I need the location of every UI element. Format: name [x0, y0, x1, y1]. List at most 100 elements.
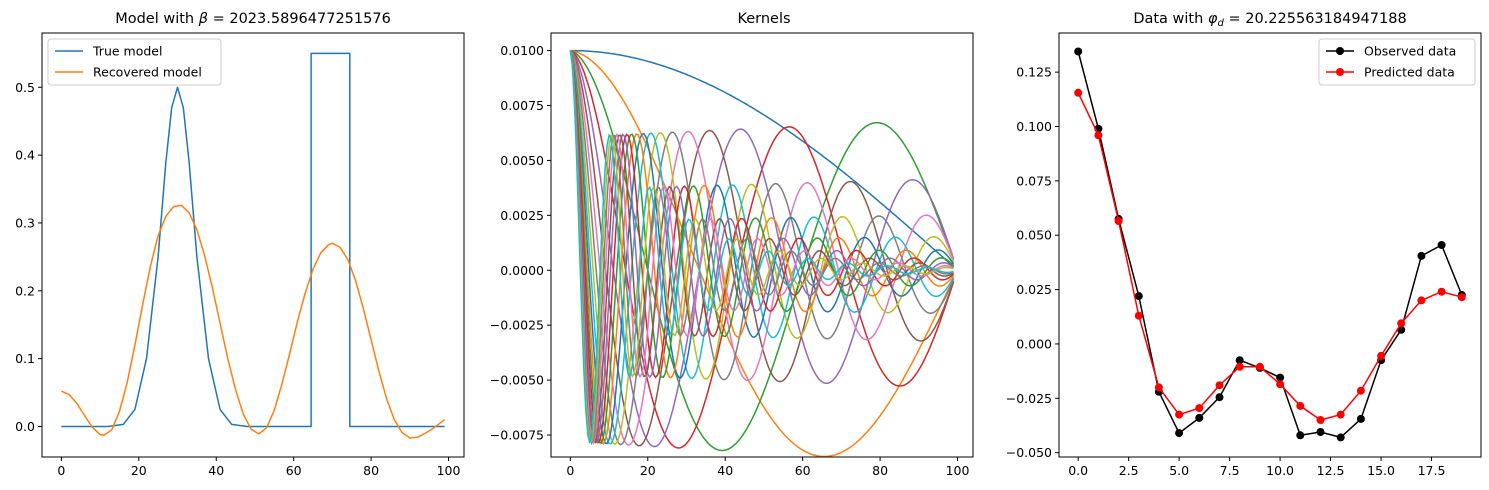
- kernel-line: [569, 50, 955, 446]
- observed-data-point: [1175, 429, 1184, 438]
- kernel-line: [569, 50, 955, 445]
- observed-data-point: [1134, 292, 1143, 301]
- predicted-data-point: [1417, 296, 1426, 305]
- predicted-data-point: [1134, 311, 1143, 320]
- x-tick-label: 0.0: [1068, 463, 1088, 478]
- model-x-axis: 0 20 40 60 80 100: [57, 457, 460, 478]
- predicted-data-point: [1437, 287, 1446, 296]
- y-tick-label: 0.4: [15, 148, 35, 163]
- data-y-axis: −0.050 −0.025 0.000 0.025 0.050 0.075 0.100 0.1…: [1006, 65, 1059, 460]
- data-legend: Observed data Predicted data: [1318, 38, 1476, 86]
- observed-data-point: [1437, 241, 1446, 249]
- x-tick-label: 7.5: [1220, 463, 1240, 478]
- data-x-axis: 0.0 2.5 5.0 7.5 10.0 12.5 15.0 17.5: [1068, 457, 1445, 478]
- y-tick-label: 0.050: [1016, 228, 1052, 243]
- x-tick-label: 5.0: [1169, 463, 1189, 478]
- observed-data-point: [1276, 373, 1285, 382]
- kernel-curves: [569, 49, 955, 457]
- kernel-line: [569, 50, 954, 443]
- predicted-data-point: [1296, 401, 1305, 410]
- y-tick-label: 0.025: [1016, 282, 1052, 297]
- y-tick-label: 0.0: [15, 419, 35, 434]
- x-tick-label: 2.5: [1119, 463, 1139, 478]
- y-tick-label: −0.025: [1006, 391, 1052, 406]
- kernel-line: [569, 50, 955, 446]
- y-tick-label: −0.0075: [490, 428, 544, 443]
- x-tick-label: 17.5: [1418, 463, 1446, 478]
- x-tick-label: 80: [872, 463, 888, 478]
- kernels-plot-frame: [550, 32, 974, 458]
- model-legend-box: [47, 38, 222, 86]
- predicted-data-point: [1215, 381, 1224, 390]
- observed-data-point: [1417, 251, 1426, 260]
- y-tick-label: 0.0100: [500, 43, 544, 58]
- model-plot-frame: [41, 32, 465, 458]
- x-tick-label: 100: [437, 463, 461, 478]
- x-tick-label: 40: [208, 463, 224, 478]
- x-tick-label: 0: [57, 463, 65, 478]
- legend-label-true-model: True model: [92, 44, 162, 59]
- kernels-y-axis: −0.0075 −0.0050 −0.0025 0.0000 0.0025 0.0050 0…: [490, 43, 551, 443]
- predicted-data-point: [1154, 383, 1163, 392]
- kernel-line: [569, 50, 955, 447]
- predicted-data-point: [1316, 416, 1325, 424]
- y-tick-label: 0.1: [15, 351, 35, 366]
- model-legend: True model Recovered model: [47, 38, 222, 86]
- kernel-line: [569, 50, 955, 444]
- predicted-data-point: [1336, 410, 1345, 419]
- x-tick-label: 12.5: [1317, 463, 1345, 478]
- legend-label-recovered-model: Recovered model: [93, 65, 202, 80]
- observed-data-line: [1077, 51, 1463, 439]
- observed-data-point: [1235, 356, 1244, 365]
- data-panel-title: Data with φd = 20.225563184947188: [1133, 11, 1406, 29]
- kernel-line: [569, 50, 954, 444]
- y-tick-label: −0.0025: [490, 318, 544, 333]
- observed-data-point: [1074, 47, 1083, 56]
- observed-data-point: [1336, 433, 1345, 442]
- model-panel: Model with β = 2023.5896477251576 0 20 40 6…: [15, 11, 465, 478]
- predicted-data-point: [1377, 351, 1386, 360]
- kernel-line: [570, 49, 955, 452]
- legend-marker-predicted-data: [1336, 68, 1344, 76]
- x-tick-label: 20: [640, 463, 656, 478]
- observed-data-point: [1195, 413, 1204, 422]
- y-tick-label: 0.0075: [500, 98, 544, 113]
- x-tick-label: 15.0: [1367, 463, 1395, 478]
- predicted-data-point: [1074, 88, 1083, 97]
- legend-label-predicted-data: Predicted data: [1364, 65, 1455, 80]
- model-panel-title: Model with β = 2023.5896477251576: [115, 11, 391, 27]
- x-tick-label: 40: [717, 463, 733, 478]
- data-panel: Data with φd = 20.225563184947188 0.0 2.5…: [1006, 11, 1482, 478]
- y-tick-label: 0.0050: [500, 153, 544, 168]
- true-model-line: [61, 52, 445, 428]
- recovered-model-line: [61, 204, 446, 439]
- legend-marker-observed-data: [1336, 47, 1344, 55]
- kernel-line: [569, 50, 955, 448]
- predicted-data-point: [1094, 131, 1103, 140]
- kernel-line: [570, 49, 955, 457]
- y-tick-label: −0.0050: [490, 373, 544, 388]
- y-tick-label: 0.100: [1016, 119, 1052, 134]
- predicted-data-point: [1195, 404, 1204, 413]
- x-tick-label: 80: [363, 463, 379, 478]
- data-legend-box: [1318, 38, 1476, 86]
- x-tick-label: 0: [566, 463, 574, 478]
- kernel-line: [569, 50, 955, 444]
- predicted-data-point: [1457, 293, 1466, 302]
- y-tick-label: 0.125: [1016, 65, 1052, 80]
- kernel-line: [569, 50, 955, 446]
- x-tick-label: 10.0: [1266, 463, 1294, 478]
- x-tick-label: 20: [131, 463, 147, 478]
- kernels-x-axis: 0 20 40 60 80 100: [566, 457, 969, 478]
- y-tick-label: 0.075: [1016, 173, 1052, 188]
- y-tick-label: 0.2: [15, 283, 35, 298]
- predicted-data-point: [1255, 362, 1264, 371]
- legend-label-observed-data: Observed data: [1364, 44, 1456, 59]
- predicted-data-line: [1077, 92, 1462, 421]
- data-plot-frame: [1058, 32, 1482, 458]
- x-tick-label: 60: [286, 463, 302, 478]
- predicted-data-point: [1235, 362, 1244, 371]
- predicted-data-point: [1397, 319, 1406, 328]
- y-tick-label: −0.050: [1006, 445, 1052, 460]
